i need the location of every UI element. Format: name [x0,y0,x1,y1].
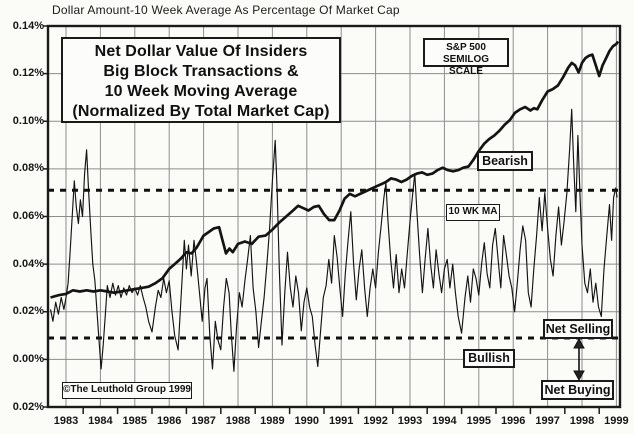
x-tick-label: 1997 [535,415,560,427]
sp500-line [50,40,620,299]
x-tick-label: 1996 [500,415,526,427]
y-tick-label: 0.02% [12,400,44,413]
x-tick-label: 1999 [604,415,629,427]
x-tick-label: 1989 [260,415,285,427]
net-buying-label: Net Buying [541,380,614,400]
x-tick-label: 1983 [53,415,79,427]
y-tick-label: 0.14% [12,19,44,32]
x-tick-label: 1987 [191,415,216,427]
title-line-2: Big Block Transactions & [103,63,299,80]
sp500-label-line-2: SEMILOG SCALE [442,54,490,77]
y-tick-label: 0.04% [12,257,44,270]
ten-week-ma-line [49,108,618,372]
x-tick-label: 1985 [122,415,148,427]
chart-title-box: Net Dollar Value Of Insiders Big Block T… [61,37,341,123]
10wk-ma-label: 10 WK MA [446,204,500,221]
x-tick-label: 1992 [363,415,388,427]
x-tick-label: 1995 [466,415,492,427]
title-line-1: Net Dollar Value Of Insiders [94,43,308,60]
x-tick-label: 1993 [397,415,423,427]
y-tick-label: 0.00% [12,352,44,365]
copyright-label: ©The Leuthold Group 1999 [62,382,192,399]
x-tick-label: 1986 [156,415,182,427]
y-tick-label: 0.08% [12,162,44,175]
plot-border [46,24,622,409]
bullish-label: Bullish [463,349,515,368]
x-tick-label: 1994 [432,415,457,427]
chart-top-title: Dollar Amount-10 Week Average As Percent… [52,3,400,17]
x-tick-label: 1988 [225,415,251,427]
net-selling-label: Net Selling [543,319,613,339]
title-line-4: (Normalized By Total Market Cap) [72,103,330,120]
arrow-up-head-icon [573,337,585,349]
sp500-label-line-1: S&P 500 [446,42,486,53]
title-line-3: 10 Week Moving Average [104,83,298,100]
y-tick-label: 0.12% [12,67,44,80]
x-tick-label: 1998 [569,415,595,427]
sp500-semilog-label-box: S&P 500 SEMILOG SCALE [423,38,509,77]
x-tick-label: 1984 [88,415,113,427]
y-tick-label: 0.10% [12,114,44,127]
y-tick-label: 0.06% [12,210,44,222]
y-tick-label: 0.02% [12,305,44,318]
bearish-label: Bearish [477,151,533,171]
arrow-down-head-icon [573,370,585,382]
x-tick-label: 1991 [328,415,354,427]
x-tick-label: 1990 [294,415,320,427]
